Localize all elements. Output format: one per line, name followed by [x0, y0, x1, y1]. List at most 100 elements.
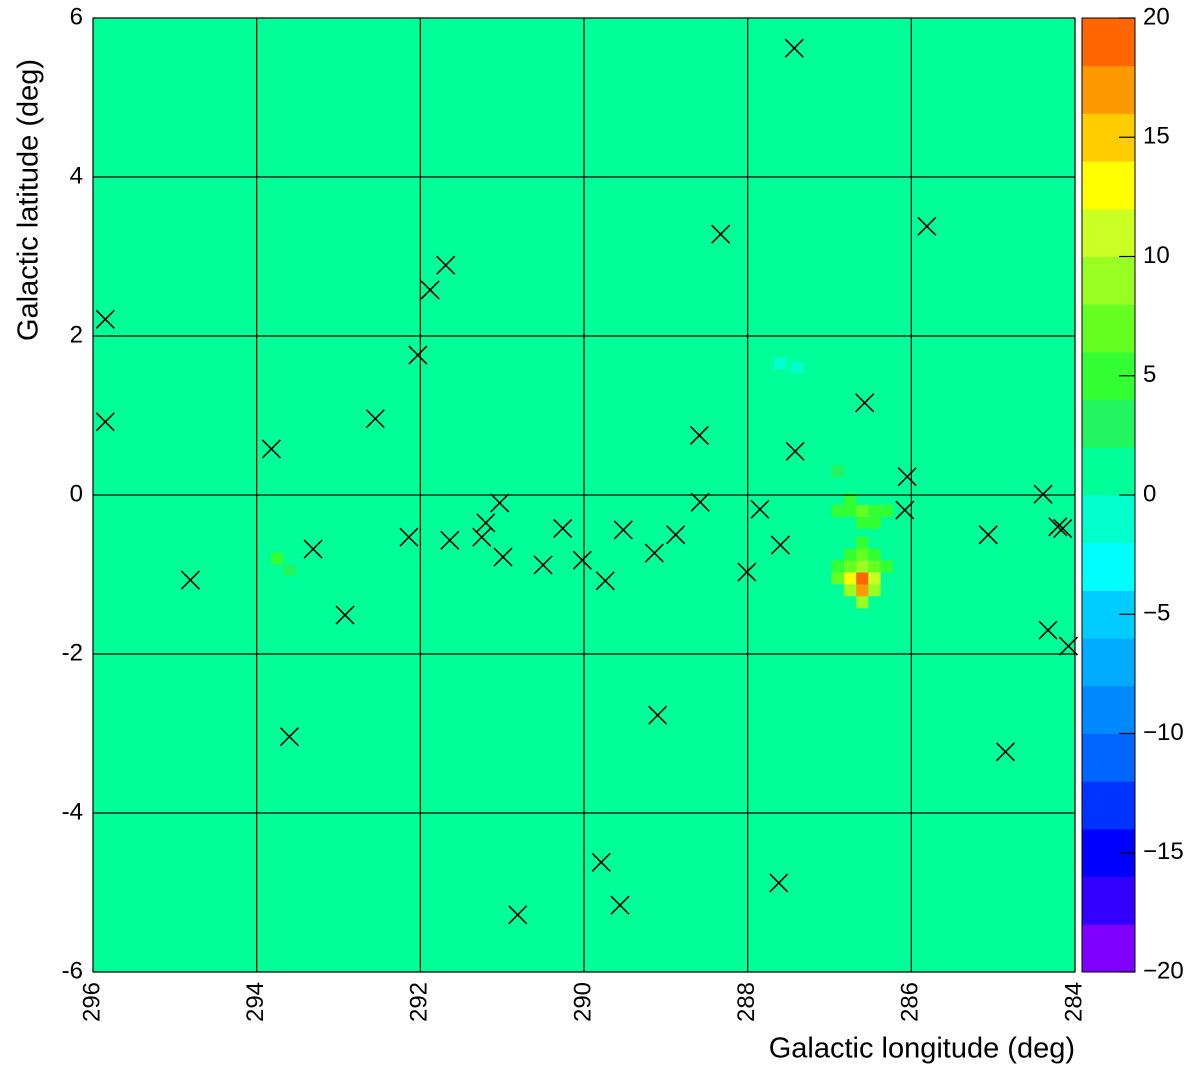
colorbar-band: [1082, 685, 1135, 734]
source-marker: [897, 467, 917, 487]
x-tick-label: 288: [733, 982, 760, 1022]
map-cell: [856, 536, 869, 549]
source-marker: [553, 518, 573, 538]
map-cell: [856, 560, 869, 573]
source-marker: [595, 571, 615, 591]
source-marker: [610, 895, 630, 915]
source-marker: [648, 705, 668, 725]
source-marker: [476, 513, 496, 533]
source-marker: [95, 309, 115, 329]
colorbar-band: [1082, 638, 1135, 687]
y-tick-label: 2: [70, 321, 83, 348]
colorbar-band: [1082, 65, 1135, 114]
colorbar-band: [1082, 542, 1135, 591]
y-axis-title: Galactic latitude (deg): [13, 59, 45, 341]
colorbar-tick-label: 5: [1143, 361, 1156, 388]
source-marker: [180, 570, 200, 590]
map-cell: [843, 504, 857, 517]
map-cell: [868, 548, 881, 561]
source-marker: [1038, 620, 1058, 640]
colorbar-tick-label: 15: [1143, 123, 1170, 150]
source-marker: [533, 555, 553, 575]
map-cell: [831, 560, 844, 573]
map-cell: [856, 516, 869, 529]
source-marker: [644, 543, 664, 563]
map-cell: [868, 504, 881, 517]
source-marker: [365, 409, 385, 429]
map-cell: [831, 504, 844, 517]
map-cell: [774, 357, 787, 370]
x-tick-label: 286: [897, 982, 924, 1022]
colorbar-band: [1082, 161, 1135, 210]
colorbar-tick-label: 10: [1143, 242, 1170, 269]
source-marker: [472, 527, 492, 547]
colorbar-band: [1082, 208, 1135, 257]
source-marker: [613, 520, 633, 540]
map-cell: [868, 584, 881, 597]
map-cell: [868, 516, 881, 529]
source-marker: [493, 547, 513, 567]
y-tick-label: -6: [62, 957, 83, 984]
source-marker: [303, 539, 323, 559]
colorbar-band: [1082, 781, 1135, 830]
source-marker: [1053, 518, 1073, 538]
source-marker: [261, 439, 281, 459]
x-tick-label: 290: [569, 982, 596, 1022]
colorbar-band: [1082, 399, 1135, 448]
source-marker: [591, 852, 611, 872]
colorbar-band: [1082, 18, 1135, 67]
source-marker: [95, 412, 115, 432]
map-cell: [843, 584, 857, 597]
source-marker: [978, 525, 998, 545]
colorbar-band: [1082, 924, 1135, 973]
map-cell: [880, 504, 893, 517]
map-cell: [856, 572, 869, 585]
source-marker: [711, 224, 731, 244]
source-marker: [1033, 484, 1053, 504]
source-marker: [995, 742, 1016, 762]
y-tick-label: 0: [70, 480, 83, 507]
map-cell: [270, 552, 284, 565]
source-marker: [784, 38, 804, 58]
source-marker: [750, 499, 770, 519]
map-cell: [868, 572, 881, 585]
source-marker: [279, 727, 299, 747]
source-marker: [436, 255, 456, 275]
map-cell: [843, 548, 857, 561]
map-cell: [856, 504, 869, 517]
source-marker: [690, 492, 710, 512]
source-marker: [1048, 517, 1068, 537]
colorbar-tick-label: −20: [1143, 957, 1184, 984]
map-cell: [843, 572, 857, 585]
source-marker: [508, 905, 528, 925]
source-marker: [770, 535, 790, 555]
colorbar-band: [1082, 876, 1135, 925]
colorbar-tick-label: −15: [1143, 838, 1184, 865]
map-cell: [843, 560, 857, 573]
source-marker: [855, 393, 875, 413]
plot-frame: [92, 17, 1076, 973]
map-cell: [856, 548, 869, 561]
map-cell: [880, 560, 893, 573]
map-cell: [868, 560, 881, 573]
map-cell: [831, 572, 844, 585]
colorbar-band: [1082, 495, 1135, 544]
source-marker: [572, 550, 592, 570]
colorbar-band: [1082, 304, 1135, 353]
colorbar-tick-label: −10: [1143, 719, 1184, 746]
colorbar-band: [1082, 733, 1135, 782]
map-cell: [843, 493, 857, 505]
x-axis-title: Galactic longitude (deg): [769, 1033, 1075, 1065]
source-marker: [737, 562, 757, 582]
source-marker: [1058, 636, 1079, 656]
map-cell: [856, 584, 869, 597]
x-tick-label: 292: [406, 982, 433, 1022]
source-marker: [917, 216, 937, 236]
y-tick-label: -4: [62, 798, 83, 825]
map-cell: [856, 596, 869, 609]
source-marker: [895, 500, 915, 520]
colorbar-tick-label: 0: [1143, 480, 1156, 507]
source-marker: [666, 525, 686, 545]
colorbar-band: [1082, 256, 1135, 305]
